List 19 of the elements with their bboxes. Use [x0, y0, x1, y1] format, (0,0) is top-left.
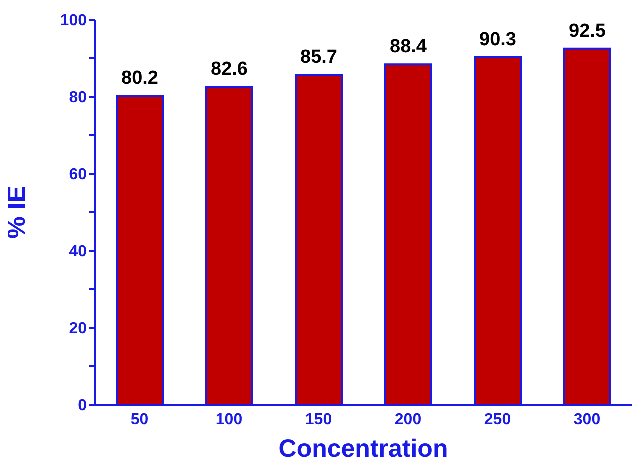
y-tick-label: 20: [69, 320, 88, 338]
x-tick-label: 100: [216, 411, 243, 428]
x-tick-label: 300: [574, 411, 601, 428]
x-axis-title: Concentration: [278, 435, 448, 463]
data-label: 92.5: [569, 20, 606, 42]
y-tick-label: 40: [69, 244, 88, 261]
data-label: 85.7: [300, 47, 338, 68]
data-label: 80.2: [122, 68, 158, 90]
x-tick-label: 150: [305, 411, 332, 428]
data-label: 82.6: [211, 58, 248, 80]
x-tick-label: 250: [484, 411, 512, 428]
data-label: 90.3: [480, 29, 516, 50]
y-tick-label: 100: [60, 12, 88, 30]
data-label: 88.4: [390, 36, 428, 58]
y-tick-label: 60: [69, 166, 88, 184]
y-tick-label: 0: [78, 398, 88, 415]
x-tick-label: 50: [130, 411, 149, 428]
y-tick-label: 80: [69, 90, 88, 107]
x-tick-label: 200: [394, 411, 422, 428]
